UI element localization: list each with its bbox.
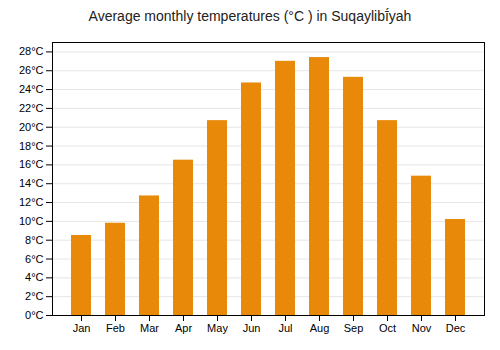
svg-text:Oct: Oct: [379, 322, 396, 334]
svg-text:Mar: Mar: [140, 322, 159, 334]
svg-text:May: May: [207, 322, 228, 334]
svg-text:Aug: Aug: [310, 322, 330, 334]
svg-text:22°C: 22°C: [19, 102, 44, 114]
svg-text:Sep: Sep: [344, 322, 364, 334]
svg-text:6°C: 6°C: [25, 253, 44, 265]
svg-text:24°C: 24°C: [19, 83, 44, 95]
svg-text:0°C: 0°C: [25, 309, 44, 321]
svg-text:10°C: 10°C: [19, 215, 44, 227]
svg-text:2°C: 2°C: [25, 290, 44, 302]
svg-text:Jun: Jun: [243, 322, 261, 334]
svg-text:26°C: 26°C: [19, 64, 44, 76]
html-text:Average monthly temperatures (: Average monthly temperatures (°C ) in Su…: [88, 8, 412, 24]
svg-text:28°C: 28°C: [19, 45, 44, 57]
svg-text:Apr: Apr: [175, 322, 192, 334]
svg-text:Jan: Jan: [73, 322, 91, 334]
svg-text:Nov: Nov: [412, 322, 432, 334]
svg-text:18°C: 18°C: [19, 140, 44, 152]
svg-text:Dec: Dec: [446, 322, 466, 334]
svg-text:4°C: 4°C: [25, 271, 44, 283]
svg-text:14°C: 14°C: [19, 177, 44, 189]
svg-text:12°C: 12°C: [19, 196, 44, 208]
svg-text:16°C: 16°C: [19, 158, 44, 170]
svg-text:Jul: Jul: [278, 322, 292, 334]
svg-text:20°C: 20°C: [19, 121, 44, 133]
svg-text:Feb: Feb: [106, 322, 125, 334]
svg-text:8°C: 8°C: [25, 234, 44, 246]
